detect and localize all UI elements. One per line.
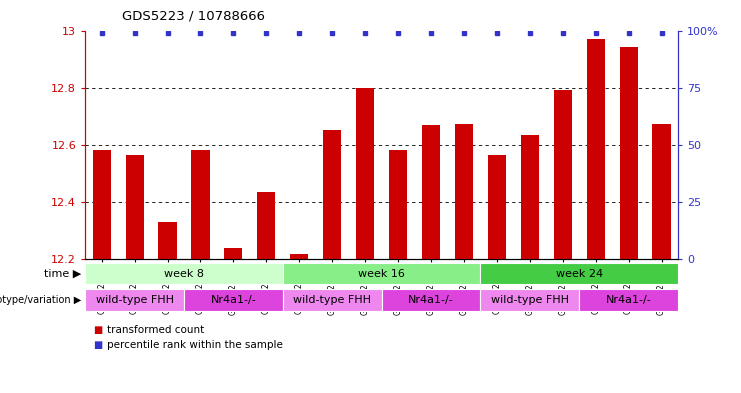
Bar	[283, 263, 480, 285]
Text: Nr4a1-/-: Nr4a1-/-	[210, 295, 256, 305]
Bar	[283, 289, 382, 311]
Text: week 8: week 8	[164, 268, 204, 279]
Bar	[225, 248, 242, 259]
Bar	[455, 124, 473, 259]
Bar	[85, 289, 184, 311]
Bar	[653, 124, 671, 259]
Text: Nr4a1-/-: Nr4a1-/-	[605, 295, 651, 305]
Text: week 24: week 24	[556, 268, 602, 279]
Bar	[488, 155, 506, 259]
Bar	[184, 289, 283, 311]
Text: wild-type FHH: wild-type FHH	[491, 295, 569, 305]
Bar	[356, 88, 374, 259]
Bar	[554, 90, 572, 259]
Bar	[521, 136, 539, 259]
Bar	[389, 150, 407, 259]
Bar	[323, 130, 342, 259]
Text: wild-type FHH: wild-type FHH	[96, 295, 173, 305]
Bar	[290, 253, 308, 259]
Text: Nr4a1-/-: Nr4a1-/-	[408, 295, 454, 305]
Text: ■: ■	[93, 325, 102, 335]
Bar	[587, 39, 605, 259]
Text: GDS5223 / 10788666: GDS5223 / 10788666	[122, 10, 265, 23]
Bar	[619, 47, 638, 259]
Bar	[480, 289, 579, 311]
Bar	[191, 150, 210, 259]
Text: percentile rank within the sample: percentile rank within the sample	[107, 340, 283, 351]
Text: transformed count: transformed count	[107, 325, 205, 335]
Bar	[382, 289, 480, 311]
Text: wild-type FHH: wild-type FHH	[293, 295, 371, 305]
Bar	[257, 193, 276, 259]
Bar	[480, 263, 678, 285]
Bar	[93, 150, 110, 259]
Bar	[579, 289, 678, 311]
Text: week 16: week 16	[358, 268, 405, 279]
Bar	[422, 125, 440, 259]
Bar	[159, 222, 176, 259]
Text: time ▶: time ▶	[44, 268, 82, 279]
Bar	[125, 155, 144, 259]
Text: genotype/variation ▶: genotype/variation ▶	[0, 295, 82, 305]
Bar	[85, 263, 283, 285]
Text: ■: ■	[93, 340, 102, 351]
